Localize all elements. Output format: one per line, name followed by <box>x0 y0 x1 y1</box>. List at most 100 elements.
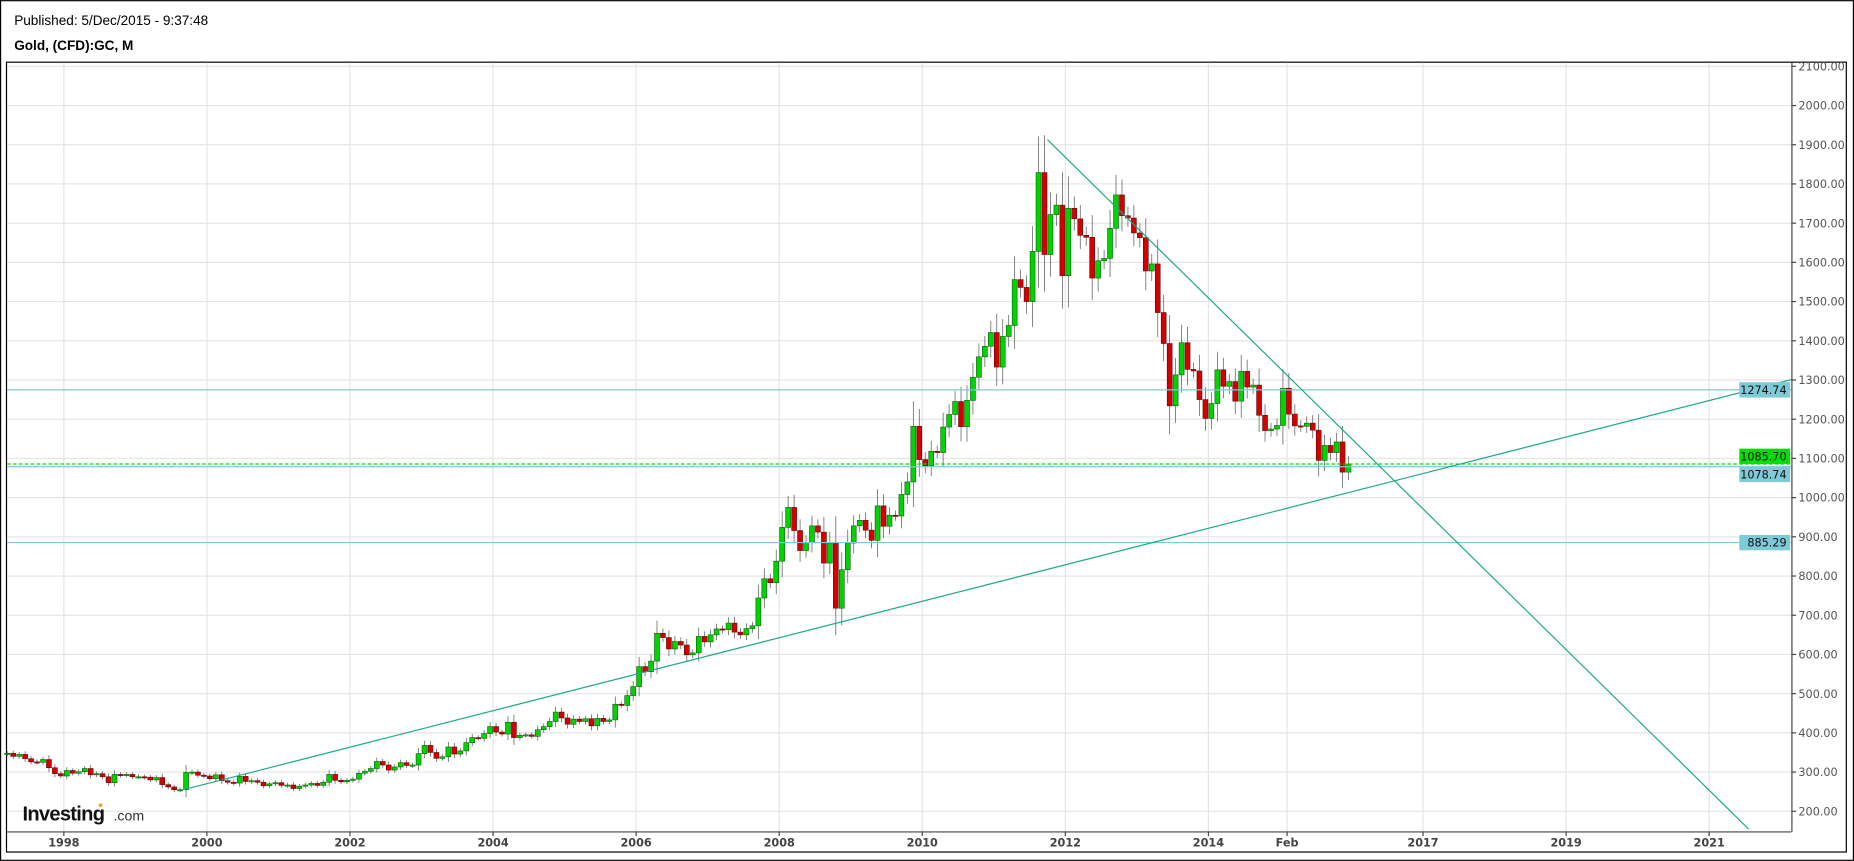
candle-up <box>326 774 332 783</box>
candle-down <box>600 718 607 722</box>
candle-up <box>1011 279 1018 326</box>
candle-up <box>75 771 82 774</box>
candle-down <box>1262 414 1268 431</box>
candle-up <box>421 745 428 754</box>
candle-down <box>1286 387 1292 415</box>
candles <box>4 135 1352 798</box>
level-label: 1078.74 <box>1740 469 1786 482</box>
candle-up <box>1113 194 1119 229</box>
candle-down <box>385 764 392 771</box>
candle-down <box>1327 445 1334 453</box>
candle-up <box>672 641 678 650</box>
published-timestamp: Published: 5/Dec/2015 - 9:37:48 <box>14 13 208 28</box>
candle-down <box>660 632 666 638</box>
candle-up <box>1208 403 1215 419</box>
candle-down <box>1184 342 1191 370</box>
x-tick-label: Feb <box>1276 837 1299 850</box>
candle-up <box>886 514 893 527</box>
candle-up <box>1268 428 1274 431</box>
candle-up <box>964 400 970 427</box>
candle-up <box>1250 384 1256 388</box>
candle-up <box>606 719 613 722</box>
candle-down <box>1315 429 1322 461</box>
candle-down <box>1256 384 1262 416</box>
candle-up <box>546 721 553 727</box>
x-tick-label: 2006 <box>621 837 652 850</box>
y-tick-label: 800.00 <box>1798 570 1837 583</box>
candle-down <box>87 768 94 776</box>
candle-down <box>719 628 726 631</box>
candle-up <box>236 776 243 784</box>
logo-dot <box>98 803 103 808</box>
candle-up <box>123 774 130 776</box>
candle-up <box>1178 342 1185 376</box>
candle-down <box>922 459 929 467</box>
candle-down <box>1154 263 1161 313</box>
y-tick-label: 700.00 <box>1798 609 1837 622</box>
candle-down <box>1196 370 1203 400</box>
level-label: 1274.74 <box>1740 384 1786 397</box>
candle-down <box>558 711 565 719</box>
candle-up <box>844 542 851 571</box>
candle-down <box>815 525 821 533</box>
candle-down <box>892 514 899 517</box>
candle-up <box>302 784 309 787</box>
x-axis: 1998 2000 2002 2004 2006 2008 2010 2012 2014 Feb 2… <box>48 831 1725 850</box>
candle-down <box>451 746 458 755</box>
candle-down <box>254 780 261 783</box>
y-tick-label: 2000.00 <box>1798 100 1844 113</box>
candle-up <box>582 718 589 722</box>
candle-down <box>618 703 625 706</box>
candle-up <box>1095 260 1101 279</box>
candle-down <box>171 786 177 791</box>
candle-down <box>868 529 875 541</box>
y-tick-label: 1000.00 <box>1798 492 1844 505</box>
y-tick-label: 1600.00 <box>1798 257 1844 270</box>
candle-up <box>695 636 702 654</box>
candle-up <box>374 761 380 769</box>
candle-up <box>397 762 404 768</box>
y-tick-label: 1100.00 <box>1798 453 1844 466</box>
candle-up <box>809 525 815 543</box>
x-tick-label: 2002 <box>334 837 365 850</box>
candle-up <box>988 332 994 347</box>
candle-down <box>1244 371 1250 388</box>
y-tick-label: 2100.00 <box>1798 60 1844 73</box>
candle-up <box>761 578 768 599</box>
candle-down <box>46 759 52 769</box>
level-badge <box>1739 534 1791 551</box>
logo-suffix: .com <box>114 809 145 825</box>
candle-up <box>630 686 636 696</box>
candle-up <box>517 734 523 738</box>
candle-up <box>1303 422 1310 427</box>
candle-up <box>773 560 779 583</box>
candle-up <box>16 754 22 757</box>
candle-up <box>1047 214 1054 255</box>
candle-down <box>475 737 481 740</box>
x-tick-label: 2000 <box>191 837 222 850</box>
candle-up <box>1029 251 1036 302</box>
candle-down <box>1220 369 1227 387</box>
drawings <box>7 139 1792 830</box>
candle-up <box>439 756 446 759</box>
candle-up <box>189 771 195 774</box>
candle-down <box>1160 312 1167 344</box>
y-tick-label: 200.00 <box>1798 805 1837 818</box>
x-tick-label: 1998 <box>48 837 79 850</box>
candle-down <box>666 637 672 650</box>
candle-down <box>278 782 285 786</box>
candle-up <box>952 401 958 415</box>
candle-down <box>529 734 535 737</box>
candle-down <box>427 745 434 753</box>
investing-logo: Investing .com <box>22 803 145 826</box>
candle-up <box>570 718 577 725</box>
candle-down <box>230 781 237 784</box>
candle-up <box>612 703 619 721</box>
candle-down <box>1089 236 1095 279</box>
candle-up <box>409 764 416 767</box>
y-axis: 200.00 300.00 400.00 500.00 600.00 700.00 800.… <box>1791 60 1845 818</box>
candle-down <box>117 774 124 776</box>
candle-up <box>1035 172 1042 252</box>
candle-down <box>576 718 583 722</box>
